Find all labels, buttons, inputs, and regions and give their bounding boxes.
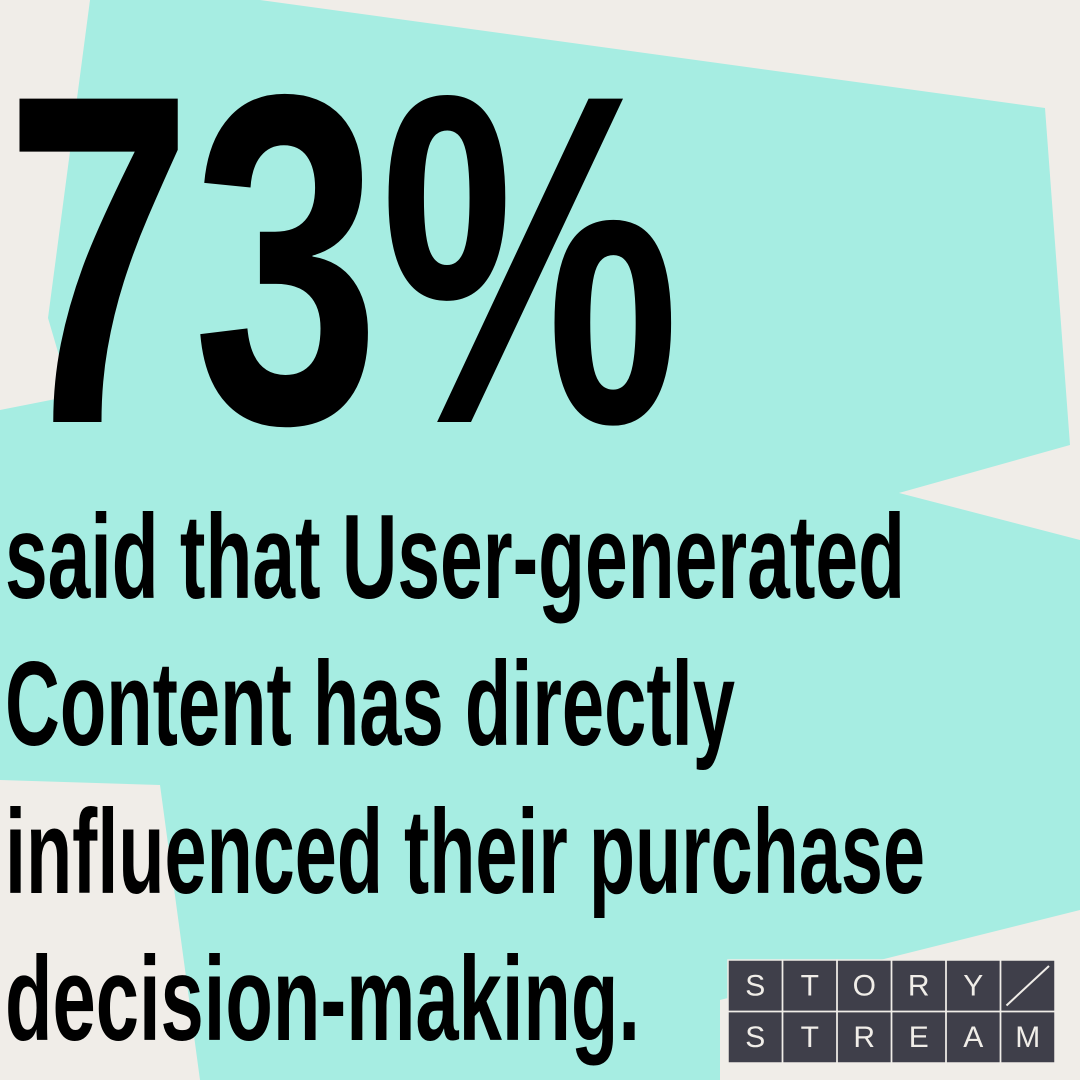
logo-letter: M	[1015, 1021, 1040, 1054]
logo-letter: R	[908, 970, 930, 1003]
body-line: Content has directly	[5, 637, 735, 771]
logo-letter: Y	[963, 970, 983, 1003]
teal-shape	[0, 345, 1080, 1080]
logo-letter: E	[909, 1021, 929, 1054]
logo-letter: R	[853, 1021, 875, 1054]
logo-cell	[999, 1010, 1056, 1064]
headline: 73%	[5, 0, 680, 522]
logo-slash	[1005, 965, 1050, 1007]
logo: S T O R YS T R E A M	[727, 959, 1056, 1064]
logo-letter: S	[745, 970, 765, 1003]
logo-letter: O	[853, 970, 876, 1003]
logo-letter: T	[801, 970, 819, 1003]
logo-letter: T	[801, 1021, 819, 1054]
body-line: influenced their purchase	[5, 785, 925, 919]
body-line: decision-making.	[5, 932, 640, 1066]
body-line: said that User-generated	[5, 490, 905, 624]
logo-letter: S	[745, 1021, 765, 1054]
logo-letter: A	[963, 1021, 983, 1054]
